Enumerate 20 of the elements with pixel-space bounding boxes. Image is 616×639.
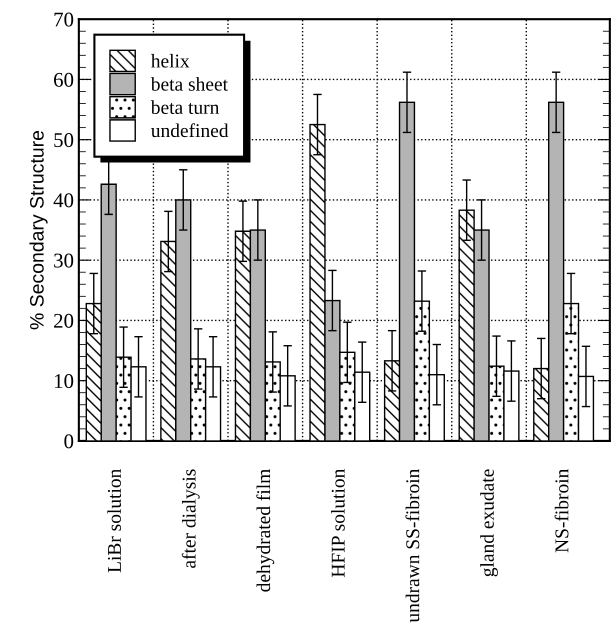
y-axis-title: % Secondary Structure [29,130,48,330]
legend-label: helix [150,54,190,68]
x-tick-label: gland exudate [480,469,498,576]
x-tick-label: LiBr solution [107,468,122,572]
y-tick-label: 20 [54,314,74,328]
y-tick-label: 10 [54,374,74,388]
x-tick-label: after dialysis [182,469,200,568]
y-tick-label: 50 [54,133,74,148]
y-tick-label: 70 [54,12,74,27]
x-tick-label: HFIP solution [331,468,345,578]
legend-label: beta turn [150,100,220,114]
y-tick-label: 30 [54,254,74,268]
x-tick-label: NS-fibroin [554,468,568,552]
x-tick-label: dehydrated film [256,468,274,592]
legend-label: undefined [151,123,228,138]
legend-label: beta sheet [150,77,228,91]
y-tick-label: 0 [64,434,74,448]
x-tick-label: undrawn SS-fibroin [405,468,420,622]
y-tick-label: 60 [54,72,74,87]
y-tick-label: 40 [54,193,74,208]
